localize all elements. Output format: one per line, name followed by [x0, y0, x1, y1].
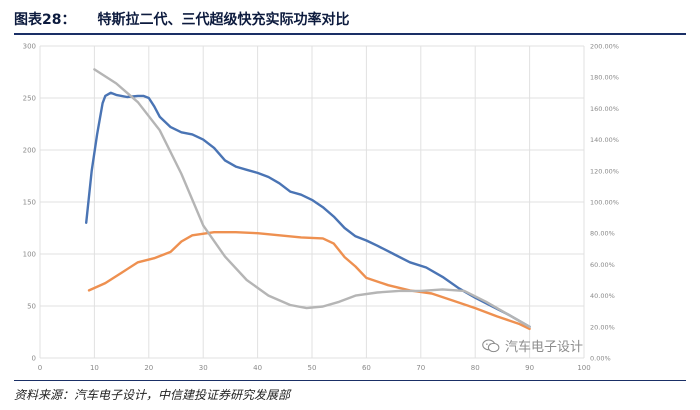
y2-tick-label: 60.00%: [590, 261, 615, 269]
series-line-1: [84, 91, 531, 328]
x-tick-label: 40: [253, 364, 262, 372]
y2-tick-label: 180.00%: [590, 74, 619, 82]
y-tick-label: 250: [23, 95, 36, 103]
y2-tick-label: 80.00%: [590, 230, 615, 238]
x-tick-label: 0: [38, 364, 42, 372]
watermark-text: 汽车电子设计: [505, 340, 584, 355]
x-tick-label: 30: [199, 364, 208, 372]
x-tick-label: 20: [144, 364, 153, 372]
x-tick-label: 50: [308, 364, 317, 372]
wechat-icon: [482, 338, 500, 352]
figure-title-row: 图表28： 特斯拉二代、三代超级快充实际功率对比: [14, 6, 349, 32]
y-tick-label: 100: [23, 251, 36, 259]
power-comparison-chart: 0 10 20 30 40 50 60 70 80 90 100 0 50 100 150 200 250 300…: [23, 43, 619, 373]
x-tick-label: 100: [577, 364, 590, 372]
y2-tick-label: 100.00%: [590, 199, 619, 207]
source-note: 资料来源：汽车电子设计，中信建投证券研究发展部: [14, 388, 291, 402]
bottom-rule: [14, 380, 686, 381]
x-tick-label: 10: [90, 364, 99, 372]
top-rule: [14, 33, 686, 35]
y-tick-label: 150: [23, 199, 36, 207]
y2-tick-label: 200.00%: [590, 43, 619, 51]
y2-tick-label: 20.00%: [590, 323, 615, 331]
y2-tick-label: 120.00%: [590, 167, 619, 175]
figure-number: 图表28：: [14, 12, 76, 28]
axes: 0 10 20 30 40 50 60 70 80 90 100 0 50 100 150 200 250 300…: [23, 43, 619, 373]
y2-tick-label: 0.00%: [590, 355, 611, 363]
series-line-2: [87, 230, 531, 331]
series-line-3: [93, 68, 531, 328]
chart-container: 0 10 20 30 40 50 60 70 80 90 100 0 50 100 150 200 250 300…: [0, 36, 700, 376]
x-tick-label: 80: [471, 364, 480, 372]
x-tick-label: 60: [362, 364, 371, 372]
y-tick-label: 300: [23, 43, 36, 51]
y-tick-label: 50: [27, 303, 36, 311]
y2-tick-label: 40.00%: [590, 292, 615, 300]
y-tick-label: 0: [32, 355, 36, 363]
x-tick-label: 70: [416, 364, 425, 372]
y2-tick-label: 140.00%: [590, 136, 619, 144]
figure-title: 特斯拉二代、三代超级快充实际功率对比: [97, 12, 350, 28]
watermark: 汽车电子设计: [482, 336, 583, 355]
y-tick-label: 200: [23, 147, 36, 155]
series-group: [84, 68, 531, 331]
x-tick-label: 90: [525, 364, 534, 372]
y2-tick-label: 160.00%: [590, 105, 619, 113]
